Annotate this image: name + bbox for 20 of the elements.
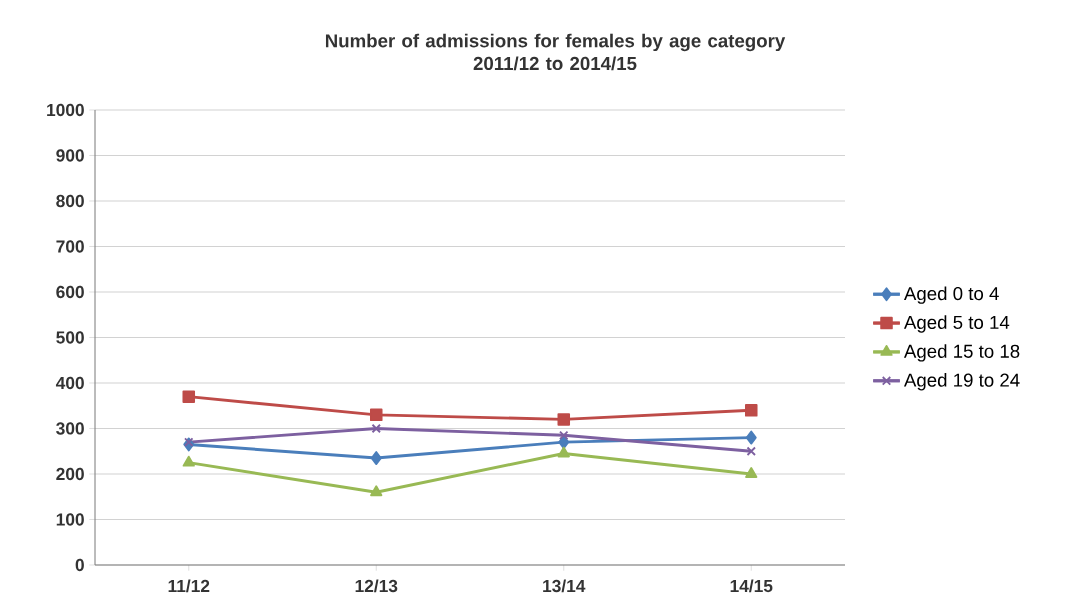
y-tick-label: 700 [56, 240, 84, 253]
y-tick-label: 0 [75, 558, 84, 572]
y-tick-label: 600 [56, 285, 84, 299]
chart-title: Number of admissions for females by age category 2011/12 to 2014/15 [325, 33, 786, 71]
x-tick-label: 11/12 [168, 579, 210, 593]
y-tick-label: 400 [55, 376, 84, 390]
x-tick-label: 12/13 [355, 579, 398, 593]
y-tick-label: 300 [56, 422, 84, 435]
legend-label: Aged 0 to 4 [903, 286, 999, 304]
x-tick-label: 13/14 [543, 579, 586, 593]
legend-label: Aged 19 to 24 [903, 373, 1020, 391]
y-tick-label: 200 [56, 467, 84, 481]
y-tick-label: 800 [56, 194, 84, 208]
legend-label: Aged 15 to 18 [903, 344, 1020, 362]
y-tick-label: 500 [56, 331, 84, 344]
x-tick-label: 14/15 [730, 579, 773, 593]
y-tick-label: 100 [56, 513, 84, 526]
legend-label: Aged 5 to 14 [903, 315, 1010, 333]
y-tick-label: 900 [56, 149, 84, 162]
y-tick-label: 1000 [47, 103, 84, 117]
